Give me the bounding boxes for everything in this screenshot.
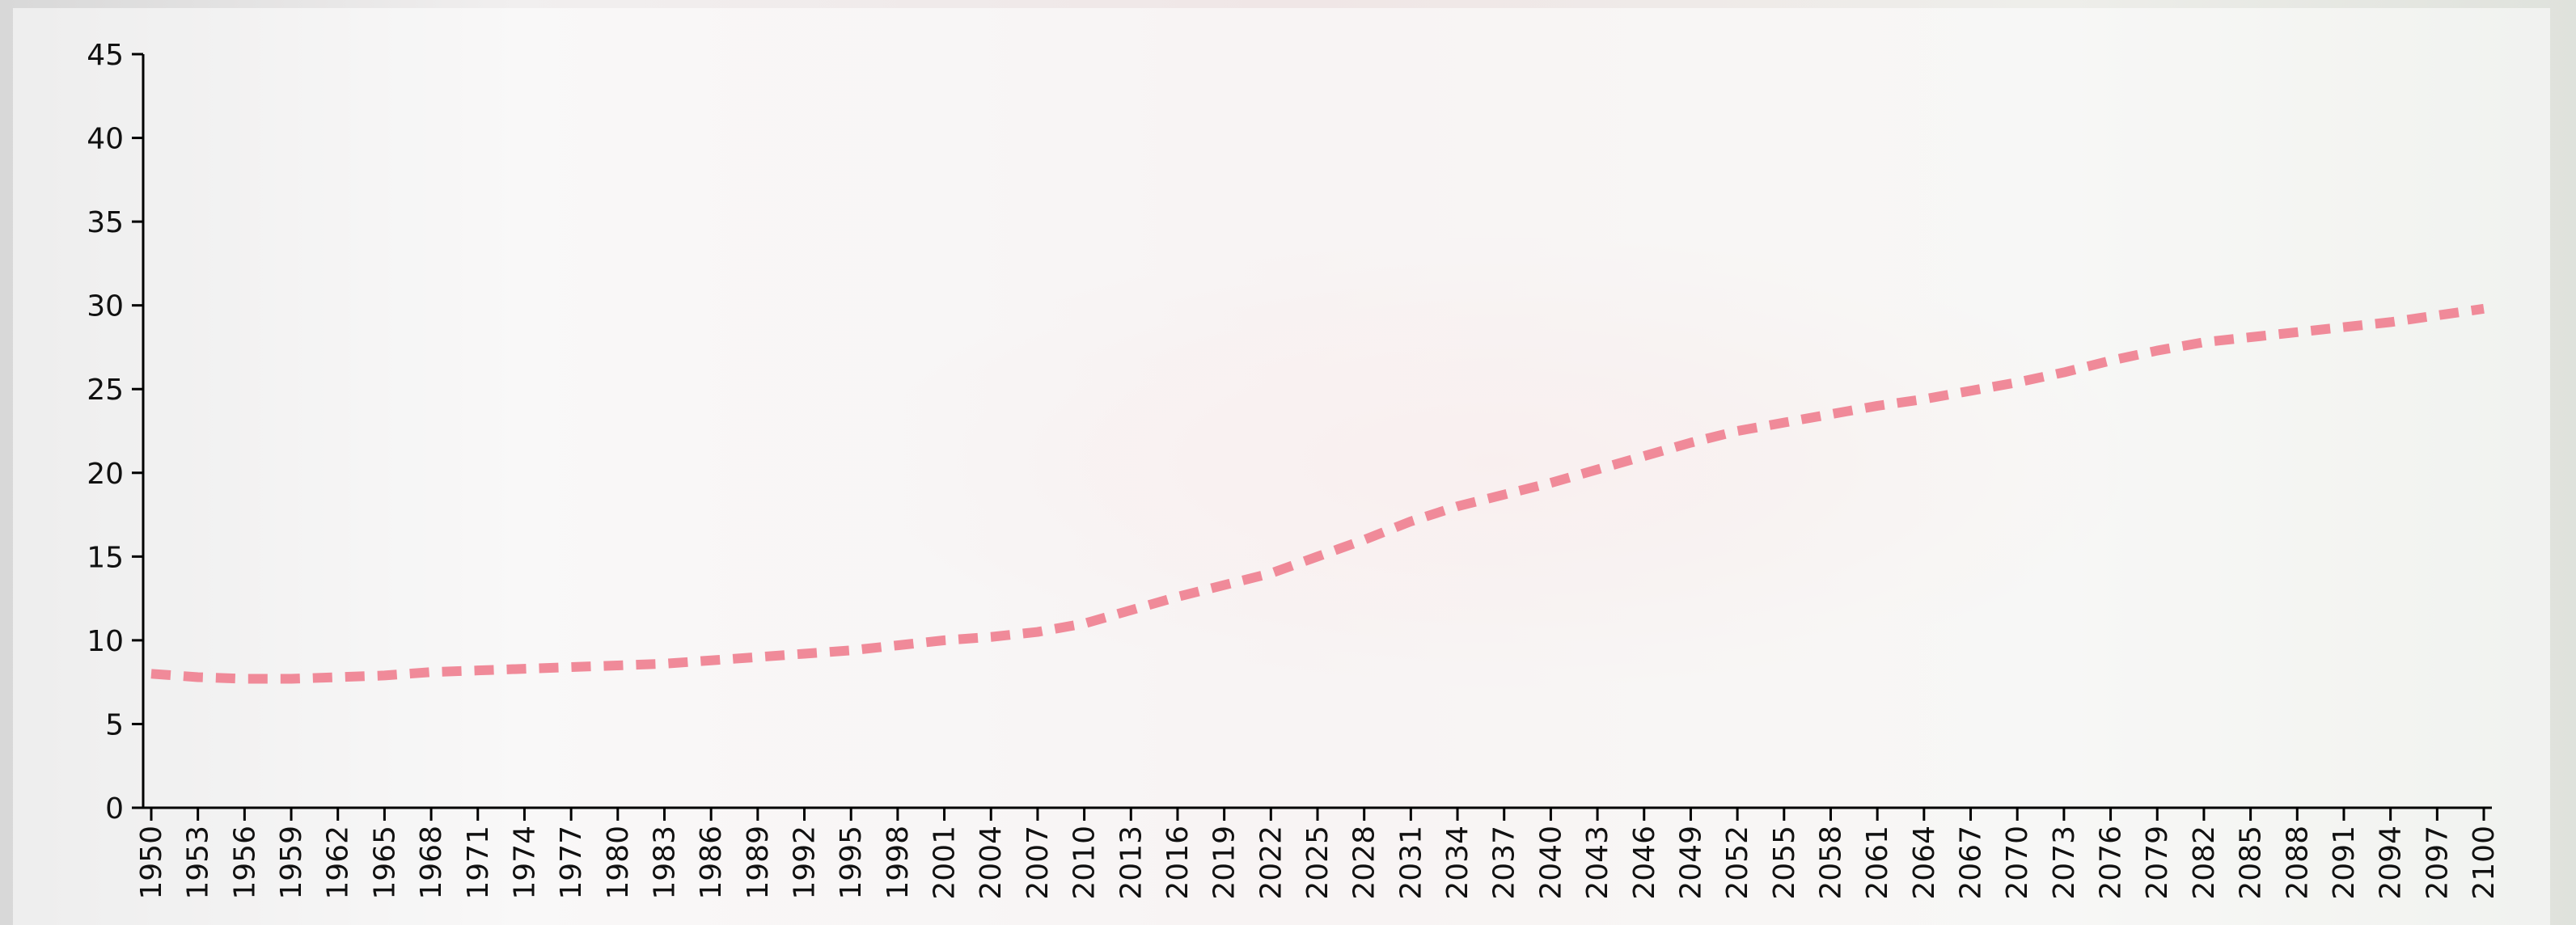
x-tick-label: 1965 <box>368 826 401 900</box>
x-tick-label: 1992 <box>789 826 822 900</box>
y-tick-label: 45 <box>87 39 124 72</box>
x-tick-label: 2046 <box>1628 826 1661 900</box>
x-tick-label: 2040 <box>1534 826 1567 900</box>
x-tick-label: 2019 <box>1208 826 1241 900</box>
x-tick-label: 1953 <box>182 826 215 900</box>
x-tick-label: 2091 <box>2328 826 2361 900</box>
x-tick-label: 2097 <box>2421 826 2454 900</box>
x-tick-label: 1998 <box>882 826 915 900</box>
x-tick-label: 1986 <box>695 826 728 900</box>
x-tick-label: 1977 <box>555 826 588 900</box>
y-tick-label: 0 <box>105 792 124 826</box>
y-tick-label: 5 <box>105 708 124 741</box>
x-tick-label: 2085 <box>2235 826 2268 900</box>
x-tick-label: 2064 <box>1908 826 1941 900</box>
x-tick-label: 2088 <box>2281 826 2314 900</box>
x-tick-label: 1971 <box>462 826 495 900</box>
x-tick-label: 1974 <box>508 826 541 900</box>
x-tick-label: 2001 <box>928 826 962 900</box>
y-tick-label: 30 <box>87 290 124 323</box>
y-tick-label: 40 <box>87 123 124 156</box>
x-tick-label: 1962 <box>322 826 355 900</box>
x-tick-label: 2058 <box>1814 826 1847 900</box>
x-tick-label: 2016 <box>1161 826 1195 900</box>
y-tick-label: 25 <box>87 374 124 407</box>
x-tick-label: 2010 <box>1068 826 1102 900</box>
x-tick-label: 2049 <box>1674 826 1707 900</box>
x-tick-label: 2061 <box>1861 826 1894 900</box>
x-tick-label: 2028 <box>1348 826 1381 900</box>
x-tick-label: 2013 <box>1115 826 1148 900</box>
y-tick-label: 10 <box>87 625 124 658</box>
x-tick-label: 2037 <box>1488 826 1521 900</box>
x-tick-label: 1968 <box>415 826 448 900</box>
x-tick-label: 1995 <box>835 826 868 900</box>
x-tick-label: 1956 <box>228 826 261 900</box>
x-tick-label: 2052 <box>1721 826 1754 900</box>
x-tick-label: 2100 <box>2468 826 2501 900</box>
x-tick-label: 2094 <box>2375 826 2408 900</box>
chart-panel <box>13 8 2550 925</box>
data-line <box>150 303 2485 684</box>
x-tick-label: 1989 <box>742 826 775 900</box>
x-tick-label: 1950 <box>135 826 168 900</box>
x-tick-label: 2034 <box>1441 826 1474 900</box>
y-tick-label: 15 <box>87 541 124 574</box>
x-tick-label: 2070 <box>2001 826 2034 900</box>
x-tick-label: 1959 <box>275 826 308 900</box>
x-tick-label: 2076 <box>2095 826 2128 900</box>
x-tick-label: 2079 <box>2141 826 2174 900</box>
x-tick-label: 2007 <box>1022 826 1055 900</box>
x-tick-label: 2004 <box>975 826 1008 900</box>
y-tick-label: 35 <box>87 206 124 239</box>
x-tick-label: 2055 <box>1768 826 1801 900</box>
y-tick-label: 20 <box>87 458 124 491</box>
x-tick-label: 2067 <box>1955 826 1988 900</box>
x-tick-label: 2031 <box>1394 826 1428 900</box>
x-tick-label: 1983 <box>648 826 681 900</box>
x-tick-label: 2082 <box>2188 826 2221 900</box>
x-tick-label: 1980 <box>602 826 635 900</box>
x-tick-label: 2073 <box>2048 826 2081 900</box>
x-tick-label: 2043 <box>1581 826 1614 900</box>
x-tick-label: 2025 <box>1301 826 1335 900</box>
x-tick-label: 2022 <box>1254 826 1288 900</box>
